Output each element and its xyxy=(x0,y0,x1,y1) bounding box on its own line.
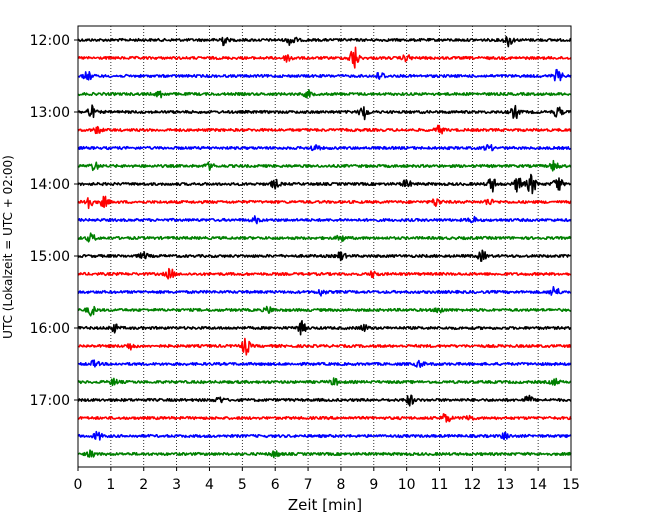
trace-1545 xyxy=(77,305,572,317)
y-tick-label: 15:00 xyxy=(30,249,70,265)
trace-1445 xyxy=(77,232,572,243)
x-tick-label: 10 xyxy=(398,477,416,493)
x-tick-label: 4 xyxy=(205,477,214,493)
x-tick-label: 7 xyxy=(304,477,313,493)
trace-1715 xyxy=(77,413,572,423)
x-tick-label: 1 xyxy=(106,477,115,493)
x-tick-label: 12 xyxy=(463,477,481,493)
x-axis-label: Zeit [min] xyxy=(288,496,362,514)
trace-1215 xyxy=(77,46,572,69)
x-tick-label: 9 xyxy=(369,477,378,493)
trace-1745 xyxy=(77,449,572,459)
trace-1615 xyxy=(77,337,572,356)
y-axis-label: UTC (Lokalzeit = UTC + 02:00) xyxy=(1,155,15,339)
trace-1645 xyxy=(77,377,572,387)
trace-1200 xyxy=(77,35,572,48)
x-tick-label: 6 xyxy=(271,477,280,493)
y-tick-label: 16:00 xyxy=(30,321,70,337)
y-tick-label: 14:00 xyxy=(30,177,70,193)
trace-1530 xyxy=(77,286,572,297)
y-tick-label: 12:00 xyxy=(30,33,70,49)
trace-1630 xyxy=(77,359,572,368)
y-tick-label: 17:00 xyxy=(30,393,70,409)
x-tick-label: 15 xyxy=(562,477,580,493)
trace-1515 xyxy=(77,267,572,280)
trace-1415 xyxy=(77,195,572,210)
trace-1315 xyxy=(77,124,572,135)
x-tick-label: 8 xyxy=(336,477,345,493)
x-axis-ticks: 0 1 2 3 4 5 6 7 8 9 10 11 12 13 14 15 xyxy=(74,467,580,493)
trace-1345 xyxy=(77,159,572,172)
trace-1230 xyxy=(77,68,572,82)
trace-1400 xyxy=(77,173,572,195)
x-tick-label: 14 xyxy=(529,477,547,493)
trace-1730 xyxy=(77,430,572,441)
trace-lines xyxy=(77,35,572,459)
y-axis-ticks: 12:00 13:00 14:00 15:00 16:00 17:00 xyxy=(30,33,78,409)
trace-1300 xyxy=(77,104,572,121)
trace-1245 xyxy=(77,89,572,99)
x-tick-label: 11 xyxy=(431,477,449,493)
x-tick-label: 0 xyxy=(74,477,83,493)
trace-1700 xyxy=(77,394,572,407)
plot-frame xyxy=(77,25,572,468)
x-tick-label: 5 xyxy=(238,477,247,493)
trace-1430 xyxy=(77,215,572,225)
y-tick-label: 13:00 xyxy=(30,105,70,121)
trace-1330 xyxy=(77,144,572,152)
x-tick-label: 2 xyxy=(139,477,148,493)
trace-1600 xyxy=(77,320,572,336)
trace-1500 xyxy=(77,249,572,262)
x-tick-label: 3 xyxy=(172,477,181,493)
x-tick-label: 13 xyxy=(496,477,514,493)
